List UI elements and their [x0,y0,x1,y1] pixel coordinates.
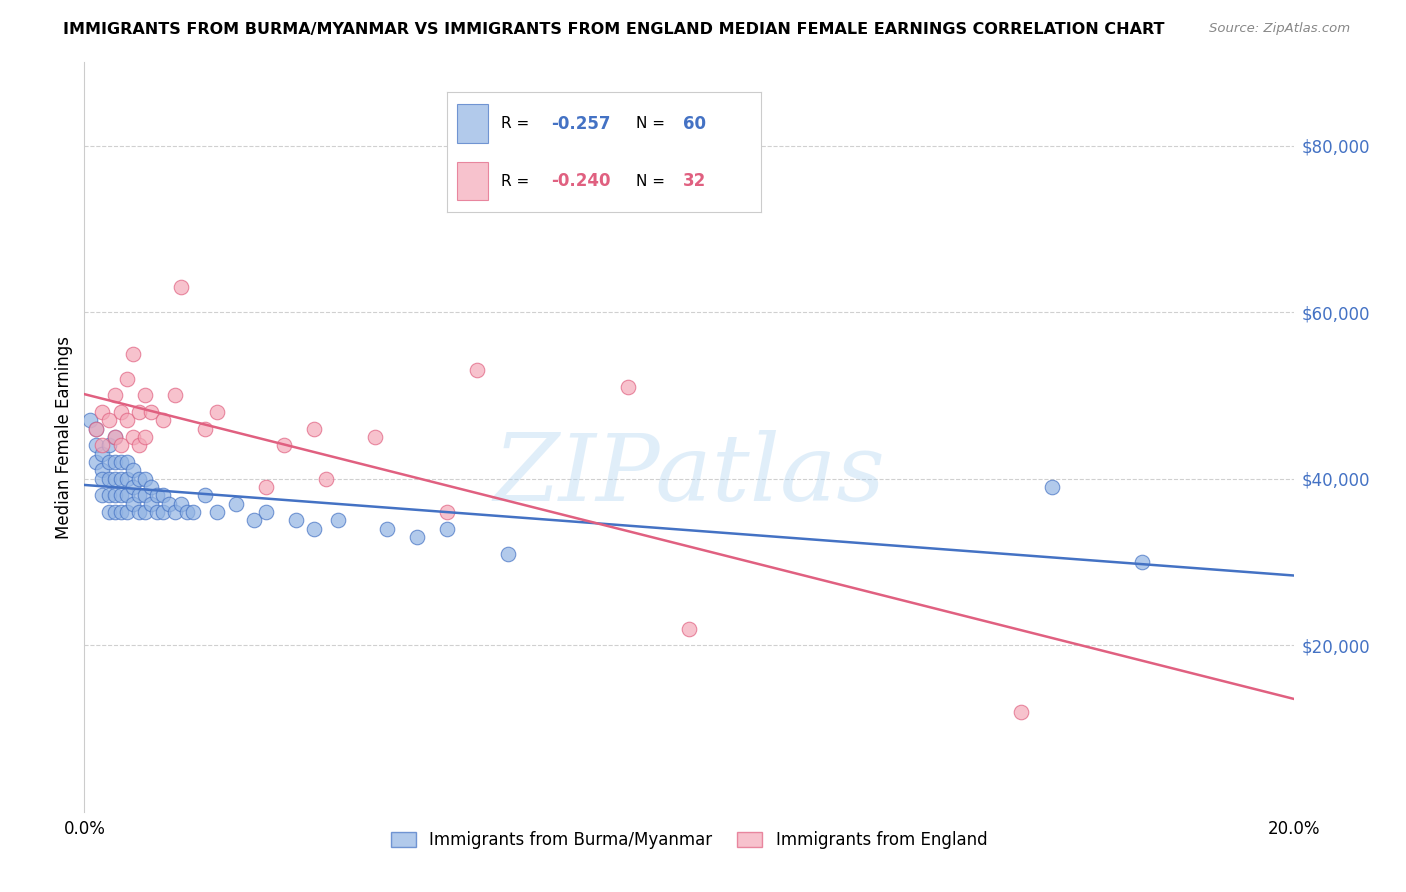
Point [110,438,132,452]
Point [128,405,150,419]
Point [110,488,132,502]
Point [242,513,264,527]
Point [328,513,350,527]
Point [146,488,169,502]
Point [115,372,138,386]
Point [115,455,138,469]
Text: ZIPatlas: ZIPatlas [494,430,884,519]
Point [121,347,143,361]
Legend: Immigrants from Burma/Myanmar, Immigrants from England: Immigrants from Burma/Myanmar, Immigrant… [384,824,994,855]
Point [91,472,114,486]
Point [134,388,156,402]
Point [97,438,120,452]
Point [134,488,156,502]
Point [115,413,138,427]
Point [104,430,127,444]
Point [110,505,132,519]
Point [121,480,143,494]
Point [97,505,120,519]
Point [97,455,120,469]
Point [375,522,398,536]
Point [97,413,120,427]
Text: IMMIGRANTS FROM BURMA/MYANMAR VS IMMIGRANTS FROM ENGLAND MEDIAN FEMALE EARNINGS : IMMIGRANTS FROM BURMA/MYANMAR VS IMMIGRA… [63,22,1164,37]
Point [104,455,127,469]
Point [315,472,337,486]
Point [1011,705,1033,719]
Point [86,422,108,436]
Point [91,447,114,461]
Point [302,522,325,536]
Point [79,413,101,427]
Point [1130,555,1153,569]
Point [97,472,120,486]
Point [104,430,127,444]
Point [363,430,385,444]
Point [86,438,108,452]
Point [128,505,150,519]
Point [146,505,169,519]
Point [91,405,114,419]
Point [128,472,150,486]
Point [176,505,198,519]
Point [181,505,204,519]
Point [110,472,132,486]
Point [91,488,114,502]
Point [254,480,277,494]
Point [115,472,138,486]
Point [496,547,519,561]
Point [139,497,162,511]
Point [97,488,120,502]
Point [134,472,156,486]
Point [104,505,127,519]
Text: Source: ZipAtlas.com: Source: ZipAtlas.com [1209,22,1350,36]
Point [121,497,143,511]
Point [91,438,114,452]
Point [115,505,138,519]
Point [104,472,127,486]
Point [139,480,162,494]
Point [273,438,295,452]
Point [134,505,156,519]
Point [678,622,700,636]
Point [467,363,489,377]
Point [86,422,108,436]
Point [194,488,217,502]
Point [254,505,277,519]
Point [152,505,174,519]
Point [1040,480,1063,494]
Point [121,463,143,477]
Point [207,405,229,419]
Point [128,438,150,452]
Point [170,497,193,511]
Point [104,488,127,502]
Point [152,488,174,502]
Point [406,530,429,544]
Y-axis label: Median Female Earnings: Median Female Earnings [55,335,73,539]
Point [115,488,138,502]
Point [128,488,150,502]
Point [194,422,217,436]
Point [110,405,132,419]
Point [165,388,187,402]
Point [170,280,193,294]
Point [139,405,162,419]
Point [134,430,156,444]
Point [207,505,229,519]
Point [285,513,308,527]
Point [436,522,458,536]
Point [86,455,108,469]
Point [104,388,127,402]
Point [91,463,114,477]
Point [225,497,247,511]
Point [110,455,132,469]
Point [121,430,143,444]
Point [165,505,187,519]
Point [436,505,458,519]
Point [152,413,174,427]
Point [302,422,325,436]
Point [157,497,180,511]
Point [617,380,640,394]
